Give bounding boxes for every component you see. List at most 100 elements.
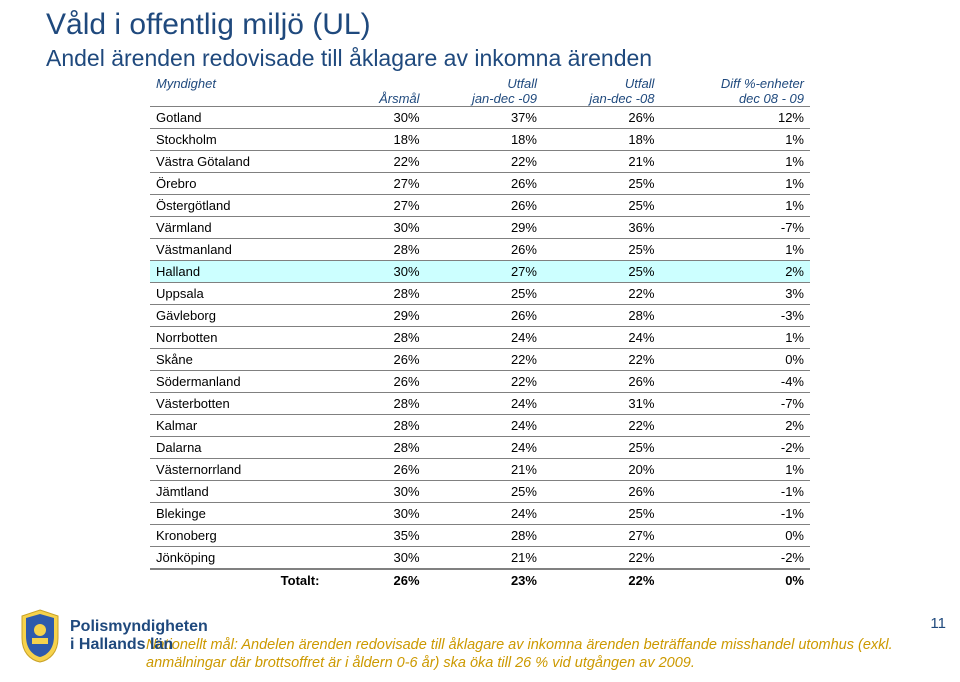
cell-name: Blekinge: [150, 503, 329, 525]
cell-u09: 26%: [426, 239, 543, 261]
cell-u08: 26%: [543, 481, 660, 503]
cell-name: Halland: [150, 261, 329, 283]
cell-diff: 1%: [660, 239, 810, 261]
cell-arsmal: 26%: [329, 371, 425, 393]
cell-u08: 22%: [543, 283, 660, 305]
cell-diff: 3%: [660, 283, 810, 305]
cell-name: Östergötland: [150, 195, 329, 217]
cell-u08: 20%: [543, 459, 660, 481]
cell-u08: 25%: [543, 437, 660, 459]
cell-arsmal: 27%: [329, 195, 425, 217]
cell-name: Gotland: [150, 107, 329, 129]
th-diff-top: Diff %-enheter: [660, 76, 810, 91]
th-name-bottom: [150, 91, 329, 107]
cell-arsmal: 27%: [329, 173, 425, 195]
cell-u08: 31%: [543, 393, 660, 415]
footnote-text: Nationellt mål: Andelen ärenden redovisa…: [146, 636, 916, 672]
cell-u08: 22%: [543, 349, 660, 371]
data-table-container: Myndighet Utfall Utfall Diff %-enheter Å…: [150, 76, 810, 591]
th-u08-bottom: jan-dec -08: [543, 91, 660, 107]
cell-diff: -4%: [660, 371, 810, 393]
cell-name: Västerbotten: [150, 393, 329, 415]
table-row: Södermanland26%22%26%-4%: [150, 371, 810, 393]
cell-name: Dalarna: [150, 437, 329, 459]
th-diff-bottom: dec 08 - 09: [660, 91, 810, 107]
cell-diff: 0%: [660, 525, 810, 547]
table-row: Västmanland28%26%25%1%: [150, 239, 810, 261]
cell-u09: 26%: [426, 195, 543, 217]
cell-u08: 21%: [543, 151, 660, 173]
cell-u08: 25%: [543, 239, 660, 261]
cell-u09: 24%: [426, 393, 543, 415]
cell-diff: 1%: [660, 151, 810, 173]
cell-arsmal: 30%: [329, 261, 425, 283]
cell-diff: 1%: [660, 195, 810, 217]
cell-u08: 26%: [543, 107, 660, 129]
cell-diff: 2%: [660, 261, 810, 283]
cell-u08: 36%: [543, 217, 660, 239]
cell-name: Uppsala: [150, 283, 329, 305]
cell-u08: 25%: [543, 261, 660, 283]
cell-total-diff: 0%: [660, 569, 810, 591]
cell-diff: 0%: [660, 349, 810, 371]
cell-arsmal: 30%: [329, 547, 425, 570]
cell-u09: 24%: [426, 415, 543, 437]
cell-name: Västra Götaland: [150, 151, 329, 173]
cell-u09: 25%: [426, 481, 543, 503]
th-u09-bottom: jan-dec -09: [426, 91, 543, 107]
cell-diff: 1%: [660, 129, 810, 151]
cell-u08: 26%: [543, 371, 660, 393]
cell-u09: 24%: [426, 503, 543, 525]
cell-total-arsmal: 26%: [329, 569, 425, 591]
cell-u08: 25%: [543, 503, 660, 525]
cell-name: Stockholm: [150, 129, 329, 151]
cell-diff: -3%: [660, 305, 810, 327]
data-table: Myndighet Utfall Utfall Diff %-enheter Å…: [150, 76, 810, 591]
table-row: Kalmar28%24%22%2%: [150, 415, 810, 437]
cell-u08: 27%: [543, 525, 660, 547]
cell-diff: 1%: [660, 173, 810, 195]
cell-arsmal: 35%: [329, 525, 425, 547]
table-row: Västerbotten28%24%31%-7%: [150, 393, 810, 415]
cell-u08: 28%: [543, 305, 660, 327]
cell-u09: 22%: [426, 349, 543, 371]
table-row: Örebro27%26%25%1%: [150, 173, 810, 195]
logo: Polismyndigheten i Hallands län: [18, 608, 208, 664]
cell-u09: 28%: [426, 525, 543, 547]
cell-arsmal: 26%: [329, 349, 425, 371]
table-row: Gotland30%37%26%12%: [150, 107, 810, 129]
cell-name: Örebro: [150, 173, 329, 195]
cell-arsmal: 28%: [329, 283, 425, 305]
cell-arsmal: 28%: [329, 327, 425, 349]
th-arsmal-bottom: Årsmål: [329, 91, 425, 107]
cell-u08: 25%: [543, 195, 660, 217]
cell-total-u09: 23%: [426, 569, 543, 591]
cell-name: Södermanland: [150, 371, 329, 393]
table-row: Blekinge30%24%25%-1%: [150, 503, 810, 525]
cell-arsmal: 28%: [329, 437, 425, 459]
page-number: 11: [930, 615, 946, 632]
cell-u09: 18%: [426, 129, 543, 151]
cell-name: Värmland: [150, 217, 329, 239]
cell-diff: 2%: [660, 415, 810, 437]
cell-arsmal: 29%: [329, 305, 425, 327]
logo-line2: i Hallands län: [70, 636, 208, 654]
page-subtitle: Andel ärenden redovisade till åklagare a…: [46, 45, 652, 72]
cell-arsmal: 28%: [329, 415, 425, 437]
cell-u09: 21%: [426, 459, 543, 481]
table-row: Kronoberg35%28%27%0%: [150, 525, 810, 547]
cell-name: Västernorrland: [150, 459, 329, 481]
table-row: Skåne26%22%22%0%: [150, 349, 810, 371]
cell-diff: 1%: [660, 327, 810, 349]
cell-u09: 27%: [426, 261, 543, 283]
cell-u09: 22%: [426, 371, 543, 393]
cell-name: Västmanland: [150, 239, 329, 261]
table-row: Västra Götaland22%22%21%1%: [150, 151, 810, 173]
cell-u09: 25%: [426, 283, 543, 305]
cell-u08: 18%: [543, 129, 660, 151]
cell-arsmal: 30%: [329, 217, 425, 239]
cell-arsmal: 30%: [329, 107, 425, 129]
th-name-top: Myndighet: [150, 76, 329, 91]
cell-diff: -7%: [660, 393, 810, 415]
cell-u09: 26%: [426, 305, 543, 327]
